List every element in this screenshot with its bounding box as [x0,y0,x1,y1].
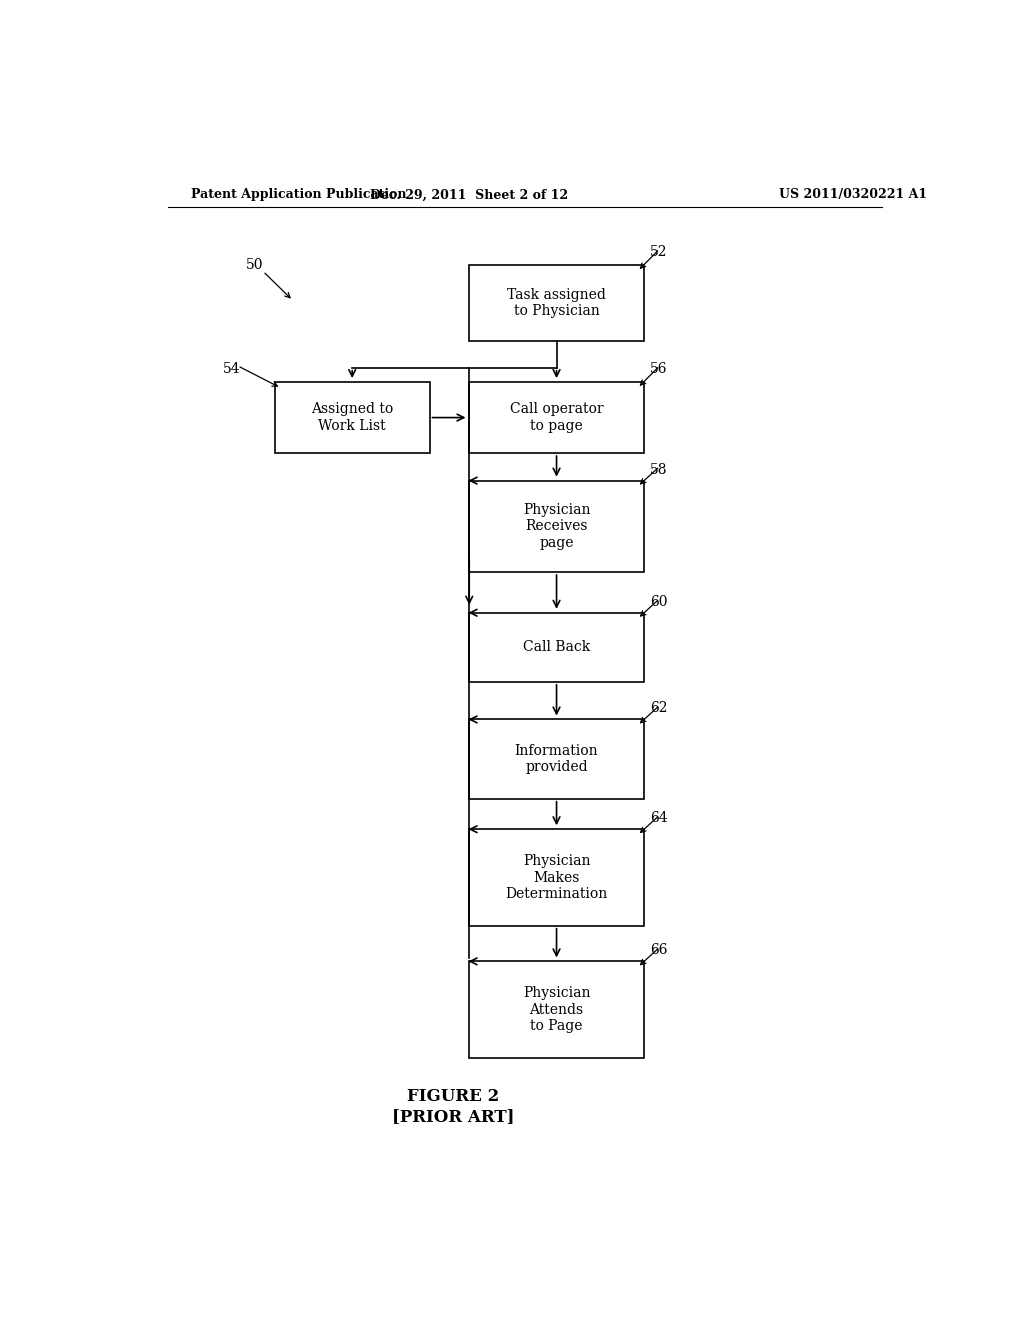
Text: 56: 56 [650,362,668,376]
Bar [469,719,644,799]
Text: Task assigned
to Physician: Task assigned to Physician [507,288,606,318]
Text: Call operator
to page: Call operator to page [510,403,603,433]
Text: Patent Application Publication: Patent Application Publication [191,189,407,202]
Bar [469,480,644,572]
Text: Dec. 29, 2011  Sheet 2 of 12: Dec. 29, 2011 Sheet 2 of 12 [371,189,568,202]
Bar [469,381,644,453]
Bar [469,829,644,925]
Bar [274,381,430,453]
Text: 50: 50 [246,259,263,272]
Bar [469,612,644,682]
Text: Physician
Attends
to Page: Physician Attends to Page [523,986,590,1032]
Text: US 2011/0320221 A1: US 2011/0320221 A1 [778,189,927,202]
Bar [469,961,644,1057]
Text: Physician
Makes
Determination: Physician Makes Determination [506,854,607,900]
Text: 66: 66 [650,944,668,957]
Text: 58: 58 [650,462,668,477]
Text: FIGURE 2
[PRIOR ART]: FIGURE 2 [PRIOR ART] [392,1089,515,1125]
Text: Call Back: Call Back [523,640,590,655]
Text: Physician
Receives
page: Physician Receives page [523,503,590,549]
Text: 60: 60 [650,595,668,609]
Bar [469,265,644,342]
Text: Assigned to
Work List: Assigned to Work List [311,403,393,433]
Text: Information
provided: Information provided [515,744,598,775]
Text: 64: 64 [650,812,668,825]
Text: 52: 52 [650,246,668,259]
Text: 54: 54 [223,362,241,376]
Text: 62: 62 [650,701,668,715]
